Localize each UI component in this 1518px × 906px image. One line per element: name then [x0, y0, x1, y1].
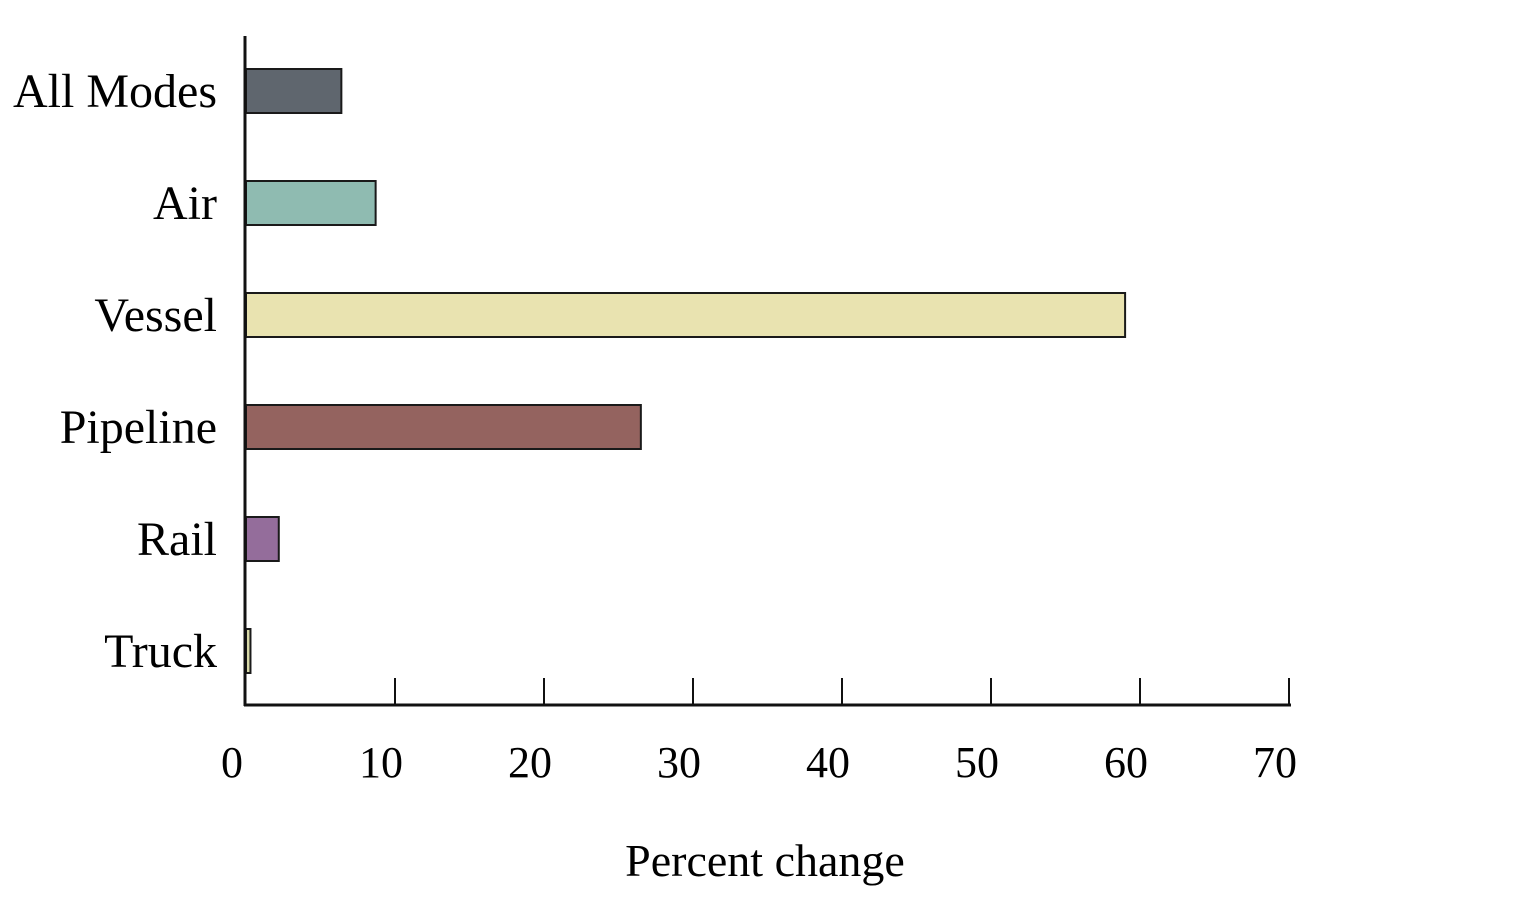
x-tick-label-30: 30 — [657, 738, 701, 787]
bar-all-modes — [245, 68, 343, 114]
category-label-rail: Rail — [137, 513, 217, 566]
x-tick-label-50: 50 — [955, 738, 999, 787]
x-ticks: 0 10 20 30 40 50 60 70 — [221, 678, 1297, 787]
x-tick-label-20: 20 — [508, 738, 552, 787]
bar-vessel — [245, 292, 1127, 338]
category-labels: All Modes Air Vessel Pipeline Rail Truck — [13, 65, 217, 678]
x-axis-title: Percent change — [625, 835, 905, 886]
x-tick-label-0: 0 — [221, 738, 243, 787]
category-label-all-modes: All Modes — [13, 65, 217, 118]
category-label-pipeline: Pipeline — [60, 401, 217, 454]
bar-rail — [245, 516, 280, 562]
x-tick-label-70: 70 — [1253, 738, 1297, 787]
x-tick-label-40: 40 — [806, 738, 850, 787]
axes — [243, 36, 1291, 707]
bars — [245, 68, 1127, 674]
bar-truck — [245, 628, 252, 674]
category-label-air: Air — [153, 177, 217, 230]
x-tick-label-60: 60 — [1104, 738, 1148, 787]
x-tick-label-10: 10 — [359, 738, 403, 787]
category-label-vessel: Vessel — [94, 289, 217, 342]
bar-air — [245, 180, 377, 226]
bar-pipeline — [245, 404, 642, 450]
category-label-truck: Truck — [104, 625, 217, 678]
